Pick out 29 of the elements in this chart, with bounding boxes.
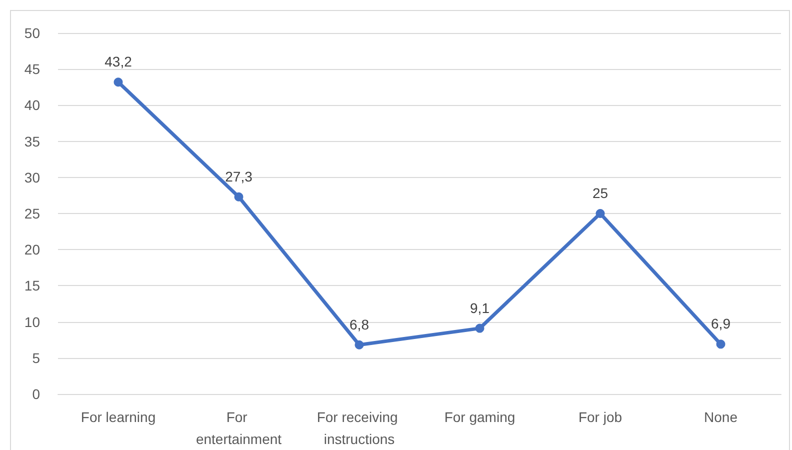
data-label: 43,2 — [104, 54, 132, 70]
y-tick-label: 35 — [24, 133, 40, 150]
point — [234, 192, 244, 202]
x-tick-label: For entertainment — [196, 409, 282, 447]
y-tick-label: 50 — [24, 25, 40, 41]
x-tick-label: For learning — [80, 409, 156, 425]
point — [716, 340, 726, 349]
y-tick-label: 0 — [32, 386, 40, 402]
point — [354, 340, 364, 350]
data-label: 9,1 — [470, 300, 490, 316]
y-tick-label: 10 — [24, 314, 40, 330]
data-label: 25 — [592, 185, 608, 201]
point — [114, 78, 123, 87]
y-tick-label: 20 — [24, 242, 40, 258]
y-tick-label: 5 — [32, 350, 40, 366]
data-label: 6,8 — [350, 316, 370, 332]
y-tick-label: 45 — [24, 61, 40, 78]
y-tick-label: 30 — [24, 169, 40, 186]
x-tick-label: None — [704, 409, 738, 425]
y-tick-label: 15 — [24, 278, 40, 294]
data-label: 27,3 — [225, 168, 253, 184]
x-tick-label: For gaming — [444, 409, 516, 425]
x-tick-label: For job — [578, 409, 622, 425]
y-tick-label: 25 — [24, 206, 40, 222]
y-tick-label: 40 — [24, 97, 40, 114]
point — [596, 209, 605, 218]
x-tick-label: For receiving instructions — [316, 409, 402, 447]
data-label: 6,9 — [711, 316, 731, 332]
point — [475, 324, 484, 333]
